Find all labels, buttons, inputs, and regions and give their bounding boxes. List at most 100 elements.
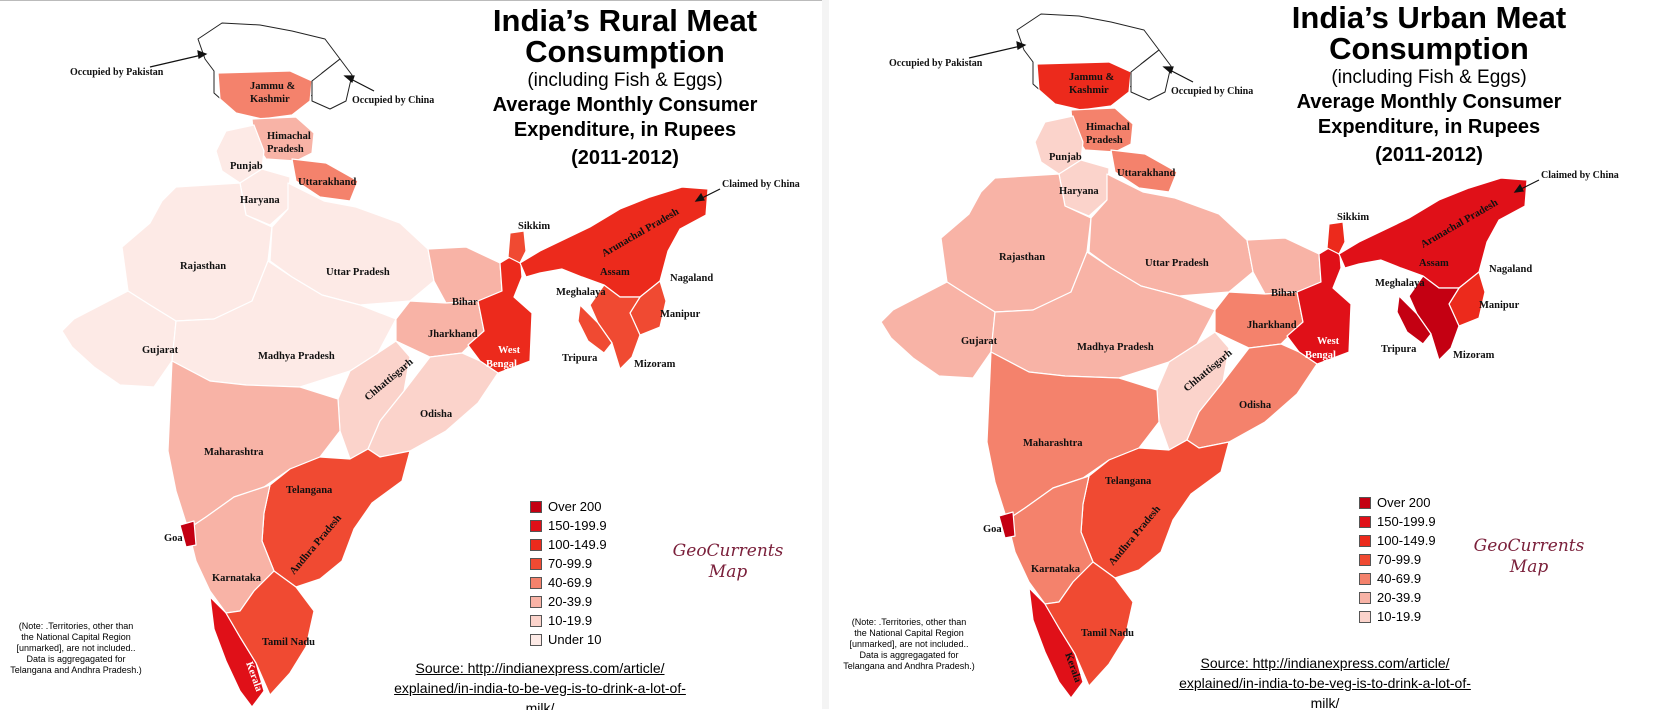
urban-subtitle: (including Fish & Eggs) [1331, 67, 1527, 88]
label-haryana: Haryana [240, 195, 280, 206]
label-uk: Uttarakhand [298, 177, 357, 188]
urban-india-map: Occupied by Pakistan Occupied by China C… [880, 13, 1619, 699]
ann-pakistan: Occupied by Pakistan [889, 58, 983, 69]
label-jk: Jammu & [1069, 72, 1114, 83]
urban-source-link[interactable]: Source: http://indianexpress.com/article… [1179, 655, 1471, 709]
rural-subtitle: (including Fish & Eggs) [527, 70, 723, 91]
urban-brand: GeoCurrents Map [1473, 536, 1585, 577]
legend-swatch [1359, 553, 1371, 566]
legend-swatch [530, 614, 542, 627]
annotation-arrows [968, 41, 1540, 193]
legend-item: 40-69.9 [1359, 569, 1436, 588]
label-maharashtra: Maharashtra [204, 447, 264, 458]
annotation-arrows [149, 50, 721, 202]
label-hp: Himachal [267, 131, 311, 142]
label-gujarat: Gujarat [961, 336, 998, 347]
label-up: Uttar Pradesh [326, 267, 390, 278]
region-jk [1036, 61, 1132, 111]
label-meghalaya: Meghalaya [1375, 278, 1425, 289]
region-odisha [367, 352, 499, 458]
region-gujarat [880, 281, 996, 379]
legend-item: Over 200 [530, 497, 607, 516]
legend-item: 70-99.9 [1359, 550, 1436, 569]
legend-item: 100-149.9 [1359, 531, 1436, 550]
label-punjab: Punjab [230, 161, 263, 172]
region-karnataka [187, 484, 275, 614]
label-assam: Assam [1419, 258, 1449, 269]
label-tn: Tamil Nadu [262, 637, 315, 648]
rural-note: (Note: .Territories, other than the Nati… [10, 621, 142, 675]
label-sikkim: Sikkim [1337, 212, 1369, 223]
region-odisha [1186, 343, 1318, 449]
legend-swatch [530, 538, 542, 551]
legend-item: 150-199.9 [1359, 512, 1436, 531]
legend-swatch [1359, 534, 1371, 547]
label-meghalaya: Meghalaya [556, 287, 606, 298]
ann-china-occupied: Occupied by China [1171, 86, 1253, 97]
label-wb-2: Bengal [486, 359, 517, 370]
legend-swatch [530, 595, 542, 608]
label-rajasthan: Rajasthan [999, 252, 1045, 263]
label-telangana: Telangana [286, 485, 333, 496]
label-tripura: Tripura [1381, 344, 1417, 355]
legend-item: 150-199.9 [530, 516, 607, 535]
label-manipur: Manipur [660, 309, 701, 320]
region-bihar [427, 246, 503, 304]
label-karnataka: Karnataka [1031, 564, 1081, 575]
label-punjab: Punjab [1049, 152, 1082, 163]
region-mizoram [589, 284, 641, 370]
legend-swatch [530, 576, 542, 589]
legend-swatch [1359, 591, 1371, 604]
label-goa: Goa [164, 533, 183, 544]
panel-divider [822, 0, 829, 709]
label-mp: Madhya Pradesh [258, 351, 335, 362]
region-uk [291, 158, 359, 202]
label-hp: Himachal [1086, 122, 1130, 133]
label-goa: Goa [983, 524, 1002, 535]
label-manipur: Manipur [1479, 300, 1520, 311]
label-wb: West [498, 345, 521, 356]
region-up [269, 182, 435, 306]
region-jk [217, 70, 313, 120]
rural-map-panel: Occupied by Pakistan Occupied by China C… [0, 0, 822, 710]
region-ne [1338, 177, 1528, 289]
label-bihar: Bihar [1271, 288, 1297, 299]
region-uk [1110, 149, 1178, 193]
legend-item: Under 10 [530, 630, 607, 649]
urban-map-panel: Occupied by Pakistan Occupied by China C… [829, 0, 1657, 709]
label-hp-2: Pradesh [1086, 135, 1123, 146]
urban-title: India’s Urban Meat Consumption [1291, 0, 1567, 66]
legend-item: 40-69.9 [530, 573, 607, 592]
legend-swatch [530, 633, 542, 646]
label-wb-2: Bengal [1305, 350, 1336, 361]
rural-years: (2011-2012) [571, 147, 679, 169]
label-odisha: Odisha [1239, 400, 1272, 411]
label-uk: Uttarakhand [1117, 168, 1176, 179]
legend-item: 20-39.9 [1359, 588, 1436, 607]
region-goa [998, 511, 1016, 539]
legend-item: Over 200 [1359, 493, 1436, 512]
rural-title: India’s Rural Meat Consumption [492, 3, 758, 69]
rural-source-link[interactable]: Source: http://indianexpress.com/article… [394, 660, 686, 710]
region-karnataka [1006, 475, 1094, 605]
label-karnataka: Karnataka [212, 573, 262, 584]
urban-legend: Over 200 150-199.9 100-149.9 70-99.9 40-… [1359, 493, 1436, 626]
rural-legend: Over 200 150-199.9 100-149.9 70-99.9 40-… [530, 497, 607, 649]
label-assam: Assam [600, 267, 630, 278]
label-mizoram: Mizoram [634, 359, 676, 370]
region-ne [519, 186, 709, 298]
urban-heading: Average Monthly Consumer Expenditure, in… [1296, 91, 1562, 138]
label-nagaland: Nagaland [1489, 264, 1532, 275]
label-up: Uttar Pradesh [1145, 258, 1209, 269]
region-sikkim [507, 230, 527, 264]
label-jk-2: Kashmir [250, 94, 290, 105]
region-sikkim [1326, 221, 1346, 255]
ann-pakistan: Occupied by Pakistan [70, 67, 164, 78]
label-nagaland: Nagaland [670, 273, 713, 284]
urban-note: (Note: .Territories, other than the Nati… [843, 617, 975, 671]
label-jk: Jammu & [250, 81, 295, 92]
occupied-china-outline [311, 58, 353, 110]
label-hp-2: Pradesh [267, 144, 304, 155]
label-jharkhand: Jharkhand [428, 329, 478, 340]
rural-title-block: India’s Rural Meat Consumption (includin… [440, 5, 810, 171]
